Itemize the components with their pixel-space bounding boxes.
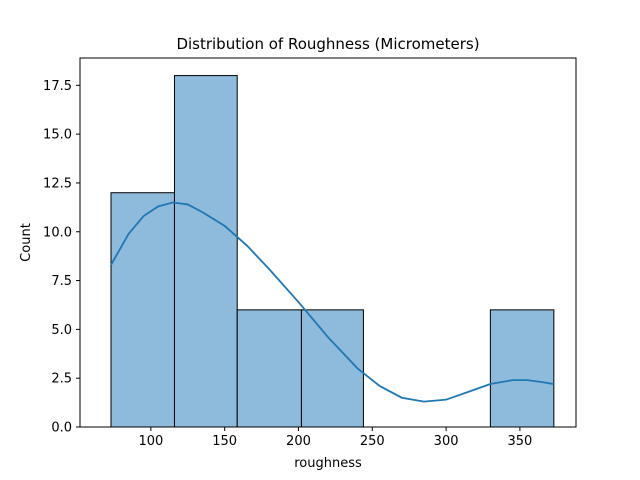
histogram-bar [489,309,555,428]
plot-frame [79,57,577,428]
y-tick-label: 5.0 [51,323,72,338]
histogram-bar [173,75,238,428]
y-tick-label: 10.0 [43,225,72,240]
x-tick-label: 100 [138,434,163,449]
y-tick-label: 15.0 [43,128,72,143]
x-axis: 100 150 200 250 300 350 [138,427,532,449]
y-axis-label: Count [19,223,34,262]
kde-curve [110,201,555,403]
x-tick-label: 250 [360,434,385,449]
histogram-bar [110,192,175,428]
y-axis: 0.0 2.5 5.0 7.5 10.0 12.5 15.0 17.5 [43,79,80,436]
y-tick-label: 0.0 [51,421,72,436]
x-tick-label: 350 [507,434,532,449]
bars-layer [110,75,555,428]
chart-title: Distribution of Roughness (Micrometers) [176,35,479,53]
y-tick-label: 12.5 [43,176,72,191]
y-tick-label: 7.5 [51,274,72,289]
y-tick-label: 17.5 [43,79,72,94]
histogram-bar [300,309,364,428]
histogram-bar [236,309,302,428]
x-tick-label: 150 [212,434,237,449]
y-tick-label: 2.5 [51,372,72,387]
x-tick-label: 200 [286,434,311,449]
x-tick-label: 300 [434,434,459,449]
x-axis-label: roughness [294,456,362,471]
